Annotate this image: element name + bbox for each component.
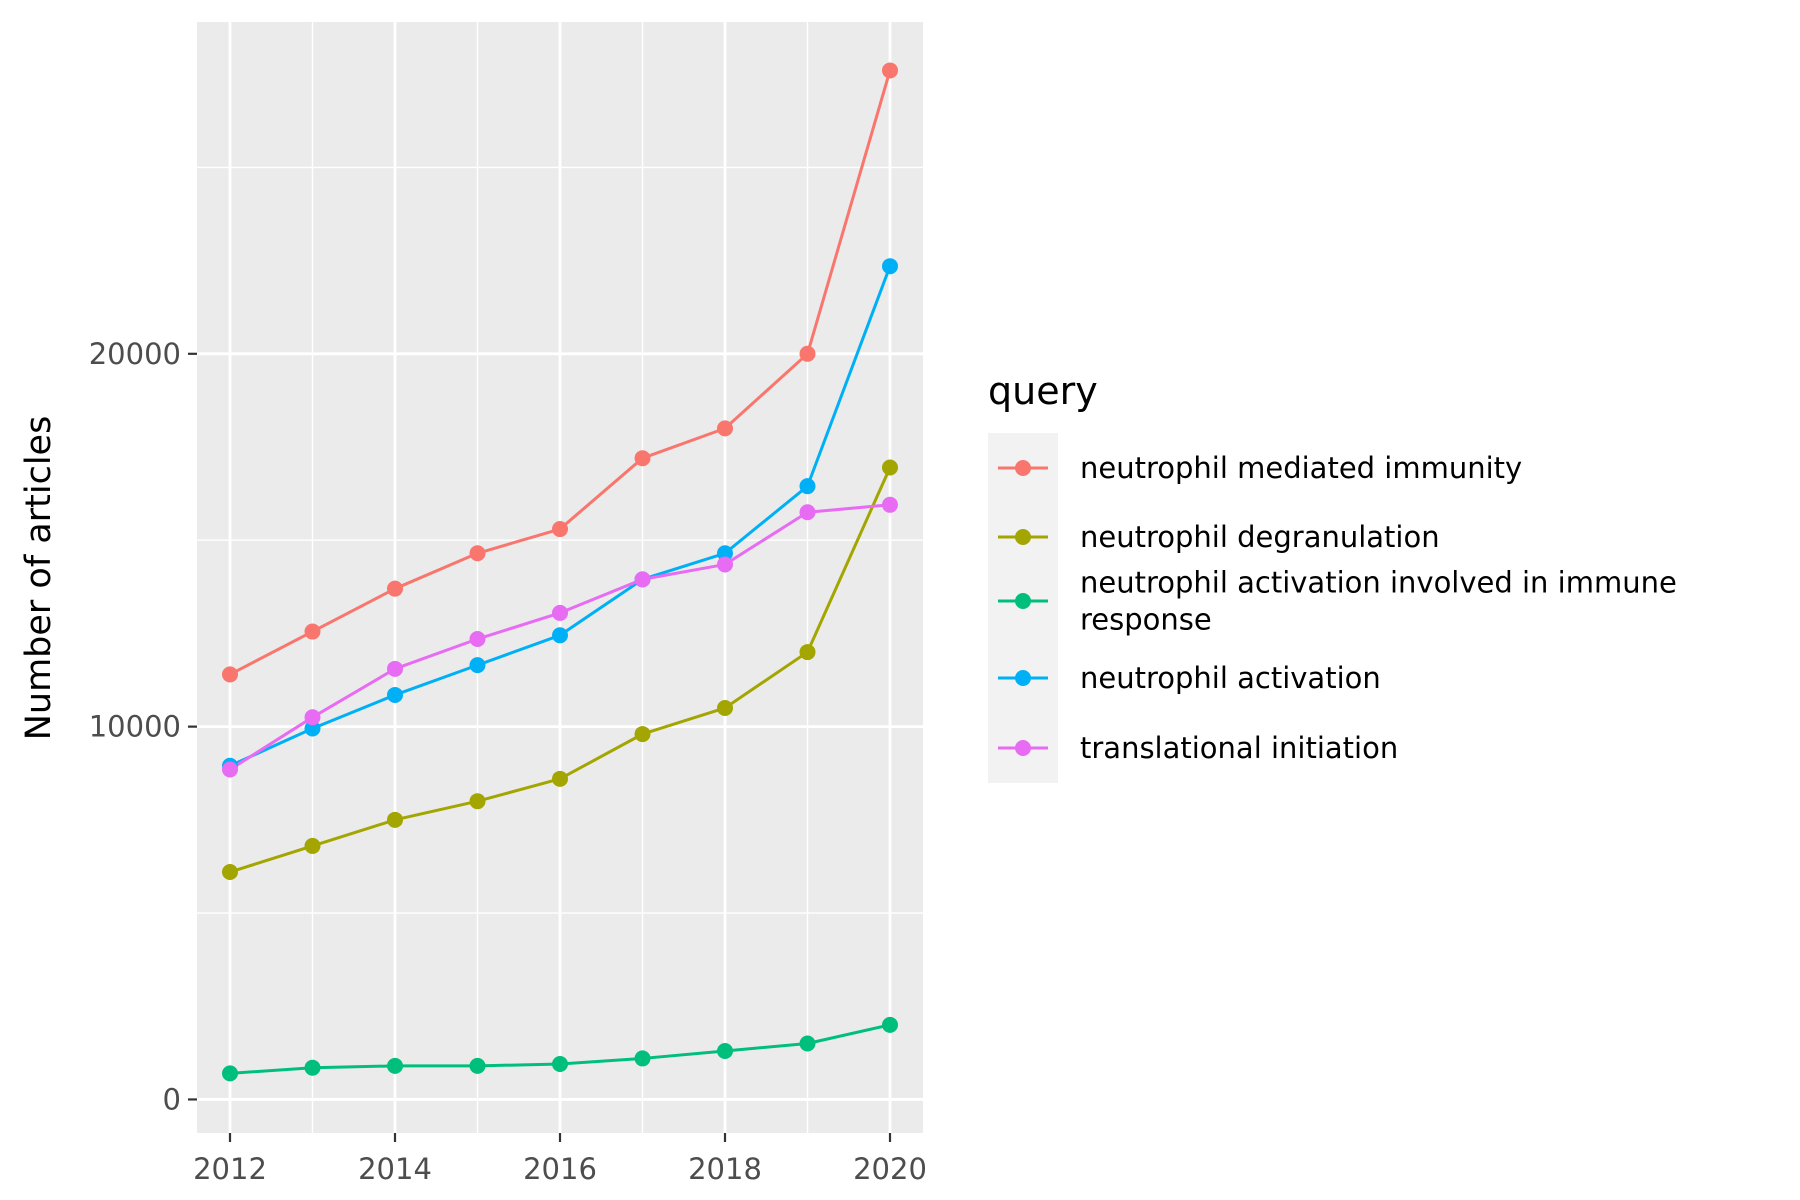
- data-point: [799, 345, 816, 362]
- legend-label: neutrophil mediated immunity: [1080, 451, 1522, 485]
- data-point: [304, 837, 321, 854]
- data-point: [717, 556, 733, 573]
- data-point: [799, 478, 816, 495]
- x-tick-label: 2014: [358, 1152, 432, 1186]
- data-point: [634, 1050, 651, 1067]
- data-point: [222, 1065, 238, 1082]
- data-point: [717, 420, 733, 437]
- data-point: [717, 1042, 733, 1059]
- data-point: [552, 604, 568, 621]
- data-point: [304, 623, 321, 640]
- data-point: [387, 1057, 403, 1074]
- data-point: [552, 770, 568, 787]
- data-point: [882, 1016, 898, 1033]
- data-point: [799, 504, 816, 521]
- y-tick-label: 20000: [89, 337, 181, 371]
- data-point: [222, 761, 238, 778]
- legend-label: neutrophil activation involved in immune…: [1080, 566, 1677, 637]
- data-point: [717, 699, 733, 716]
- data-point: [304, 709, 321, 726]
- data-point: [634, 726, 651, 743]
- axis-ticks: [188, 352, 892, 1142]
- x-tick-label: 2016: [523, 1152, 597, 1186]
- legend-key-point: [1015, 670, 1031, 686]
- legend-label: neutrophil degranulation: [1080, 520, 1440, 554]
- x-tick-labels: 2012 2014 2016 2018 2020: [193, 1152, 927, 1186]
- legend-key-point: [1015, 529, 1031, 545]
- legend: query neutrophil mediated immunityneutro…: [988, 369, 1677, 783]
- data-point: [882, 496, 898, 513]
- data-point: [387, 811, 403, 828]
- legend-title: query: [988, 369, 1098, 413]
- grid-major: [197, 22, 923, 1133]
- data-point: [882, 62, 898, 79]
- y-tick-label: 0: [163, 1082, 181, 1116]
- y-axis-title: Number of articles: [19, 416, 59, 741]
- data-point: [469, 631, 486, 648]
- data-point: [469, 545, 486, 562]
- legend-label: translational initiation: [1080, 731, 1398, 765]
- x-tick-label: 2018: [688, 1152, 762, 1186]
- data-point: [387, 686, 403, 703]
- data-point: [222, 864, 238, 881]
- legend-label: neutrophil activation: [1080, 661, 1381, 695]
- data-point: [552, 1056, 568, 1073]
- data-point: [304, 720, 321, 737]
- y-tick-label: 10000: [89, 710, 181, 744]
- data-point: [469, 1057, 486, 1074]
- legend-key-point: [1015, 593, 1031, 609]
- data-point: [882, 258, 898, 275]
- x-tick-label: 2012: [193, 1152, 267, 1186]
- legend-key-point: [1015, 740, 1031, 756]
- legend-items: neutrophil mediated immunity neutrophil d…: [998, 451, 1677, 765]
- series-points: [222, 62, 898, 1082]
- data-point: [304, 1059, 321, 1076]
- y-tick-labels: 0 10000 20000: [89, 337, 181, 1117]
- data-point: [387, 580, 403, 597]
- data-point: [799, 644, 816, 661]
- data-point: [634, 571, 651, 588]
- data-point: [634, 450, 651, 467]
- data-point: [469, 657, 486, 674]
- data-point: [387, 660, 403, 677]
- legend-key-point: [1015, 460, 1031, 476]
- data-point: [717, 545, 733, 562]
- x-tick-label: 2020: [853, 1152, 927, 1186]
- data-point: [469, 793, 486, 810]
- data-point: [799, 1035, 816, 1052]
- data-point: [222, 666, 238, 683]
- data-point: [552, 627, 568, 644]
- data-point: [882, 459, 898, 476]
- data-point: [552, 521, 568, 538]
